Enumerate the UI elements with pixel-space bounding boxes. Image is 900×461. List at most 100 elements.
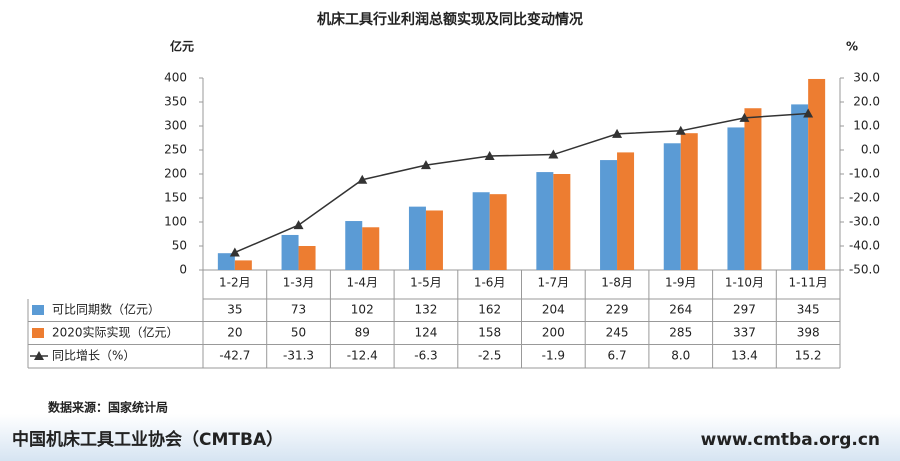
y2-tick-label: 30.0 bbox=[853, 71, 880, 85]
bar bbox=[489, 194, 507, 270]
table-cell: 13.4 bbox=[731, 349, 758, 363]
bar bbox=[663, 143, 681, 270]
y2-tick-label: -20.0 bbox=[849, 191, 880, 205]
legend-marker bbox=[34, 351, 44, 360]
y-tick-label: 350 bbox=[164, 95, 187, 109]
table-cell: 8.0 bbox=[671, 349, 690, 363]
bar bbox=[298, 246, 316, 270]
table-cell: 297 bbox=[733, 303, 756, 317]
footer-url: www.cmtba.org.cn bbox=[701, 430, 880, 450]
y2-tick-label: -50.0 bbox=[849, 263, 880, 277]
line-marker bbox=[803, 108, 814, 118]
footer-org: 中国机床工具工业协会（CMTBA） bbox=[12, 429, 283, 450]
table-cell: 20 bbox=[227, 326, 242, 340]
table-cell: -1.9 bbox=[542, 349, 565, 363]
line-marker bbox=[675, 125, 686, 135]
line-marker bbox=[739, 112, 750, 122]
y2-tick-label: -10.0 bbox=[849, 167, 880, 181]
bar bbox=[281, 234, 299, 270]
table-cell: 337 bbox=[733, 326, 756, 340]
table-cell: -42.7 bbox=[219, 349, 250, 363]
bar bbox=[744, 108, 762, 271]
legend-label: 2020实际实现（亿元） bbox=[52, 325, 179, 340]
table-cell: 245 bbox=[606, 326, 629, 340]
bar bbox=[536, 172, 554, 270]
x-tick-label: 1-9月 bbox=[665, 276, 697, 290]
bar bbox=[234, 260, 252, 270]
line-marker bbox=[484, 151, 495, 160]
line-marker bbox=[420, 160, 431, 170]
table-cell: 132 bbox=[414, 303, 437, 317]
x-tick-label: 1-10月 bbox=[725, 276, 764, 290]
x-tick-label: 1-2月 bbox=[219, 276, 251, 290]
y2-tick-label: 0.0 bbox=[861, 143, 880, 157]
x-tick-label: 1-8月 bbox=[601, 276, 633, 290]
bar bbox=[791, 104, 809, 271]
table-cell: 15.2 bbox=[795, 349, 822, 363]
source: 数据来源：国家统计局 bbox=[48, 400, 168, 415]
legend-label: 同比增长（%） bbox=[52, 349, 135, 363]
y-tick-label: 150 bbox=[164, 191, 187, 205]
y-tick-label: 300 bbox=[164, 119, 187, 133]
bar bbox=[617, 152, 635, 270]
bar bbox=[680, 133, 698, 270]
line-marker bbox=[293, 220, 304, 230]
table-cell: 89 bbox=[355, 326, 370, 340]
y-tick-label: 400 bbox=[164, 71, 187, 85]
table-cell: 6.7 bbox=[608, 349, 627, 363]
legend-swatch bbox=[32, 305, 44, 315]
x-tick-label: 1-4月 bbox=[346, 276, 378, 290]
y-tick-label: 0 bbox=[179, 263, 187, 277]
line-marker bbox=[612, 128, 623, 138]
table-cell: 204 bbox=[542, 303, 565, 317]
y-axis-label: 亿元 bbox=[170, 39, 194, 54]
y-tick-label: 200 bbox=[164, 167, 187, 181]
table-cell: 50 bbox=[291, 326, 306, 340]
bar bbox=[553, 174, 571, 270]
table-cell: 264 bbox=[669, 303, 692, 317]
table-cell: 73 bbox=[291, 303, 306, 317]
table-cell: -6.3 bbox=[414, 349, 437, 363]
chart-title: 机床工具行业利润总额实现及同比变动情况 bbox=[317, 11, 583, 28]
table-cell: 200 bbox=[542, 326, 565, 340]
y2-tick-label: -30.0 bbox=[849, 215, 880, 229]
table-cell: -31.3 bbox=[283, 349, 314, 363]
legend-label: 可比同期数（亿元） bbox=[52, 302, 160, 317]
table-cell: 398 bbox=[797, 326, 820, 340]
x-tick-label: 1-7月 bbox=[538, 276, 570, 290]
table-cell: 158 bbox=[478, 326, 501, 340]
y2-tick-label: 20.0 bbox=[853, 95, 880, 109]
x-tick-label: 1-11月 bbox=[789, 276, 828, 290]
bar bbox=[217, 253, 235, 270]
table-cell: 124 bbox=[414, 326, 437, 340]
x-tick-label: 1-3月 bbox=[283, 276, 315, 290]
footer-band bbox=[0, 414, 900, 461]
bar bbox=[425, 210, 443, 270]
bar bbox=[362, 227, 380, 270]
bar bbox=[727, 127, 745, 270]
bar bbox=[472, 192, 490, 270]
table-cell: 102 bbox=[351, 303, 374, 317]
line bbox=[234, 112, 809, 254]
y-tick-label: 50 bbox=[172, 239, 187, 253]
table-cell: -12.4 bbox=[347, 349, 378, 363]
line-marker bbox=[357, 174, 368, 184]
bar bbox=[808, 78, 826, 271]
line-marker bbox=[548, 149, 559, 159]
y2-axis-label: % bbox=[846, 40, 858, 54]
table-cell: 229 bbox=[606, 303, 629, 317]
y2-tick-label: 10.0 bbox=[853, 119, 880, 133]
x-tick-label: 1-6月 bbox=[474, 276, 506, 290]
table-cell: -2.5 bbox=[478, 349, 501, 363]
table-cell: 35 bbox=[227, 303, 242, 317]
x-tick-label: 1-5月 bbox=[410, 276, 442, 290]
legend-swatch bbox=[32, 328, 44, 338]
table-cell: 345 bbox=[797, 303, 820, 317]
y-tick-label: 250 bbox=[164, 143, 187, 157]
bar bbox=[600, 160, 618, 270]
y2-tick-label: -40.0 bbox=[849, 239, 880, 253]
table-cell: 285 bbox=[669, 326, 692, 340]
table-cell: 162 bbox=[478, 303, 501, 317]
y-tick-label: 100 bbox=[164, 215, 187, 229]
bar bbox=[345, 221, 363, 270]
